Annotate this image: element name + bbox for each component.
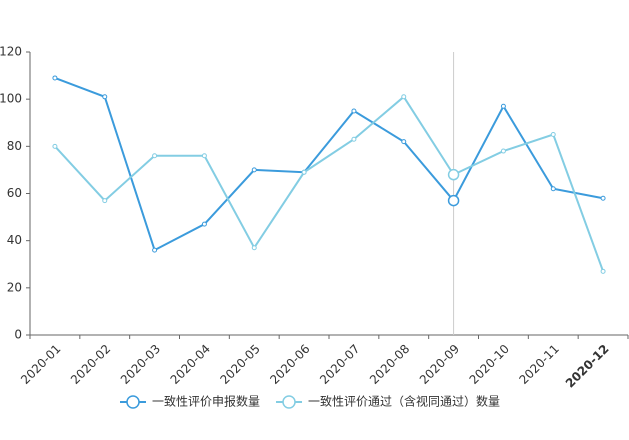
data-point bbox=[600, 268, 606, 274]
legend-item[interactable]: 一致性评价申报数量 bbox=[120, 394, 260, 409]
data-point bbox=[102, 198, 108, 204]
x-tick-label: 2020-11 bbox=[516, 342, 561, 387]
y-tick-label: 80 bbox=[7, 139, 22, 153]
x-tick-label: 2020-09 bbox=[417, 342, 462, 387]
data-point bbox=[351, 136, 357, 142]
legend-item[interactable]: 一致性评价通过（含视同通过）数量 bbox=[276, 394, 500, 409]
y-tick-label: 40 bbox=[7, 233, 22, 247]
y-tick-label: 60 bbox=[7, 186, 22, 200]
legend-marker bbox=[282, 395, 296, 409]
data-point bbox=[152, 247, 158, 253]
data-point bbox=[251, 167, 257, 173]
data-point bbox=[550, 132, 556, 138]
x-tick-label: 2020-02 bbox=[68, 342, 113, 387]
data-point bbox=[301, 169, 307, 175]
x-tick-label: 2020-03 bbox=[118, 342, 163, 387]
y-tick-label: 20 bbox=[7, 280, 22, 294]
data-point bbox=[152, 153, 158, 159]
x-tick-label: 2020-04 bbox=[168, 342, 213, 387]
x-tick-label: 2020-12 bbox=[563, 342, 612, 391]
data-point bbox=[500, 148, 506, 154]
legend-label: 一致性评价申报数量 bbox=[152, 394, 260, 409]
data-point bbox=[550, 186, 556, 192]
y-tick-label: 100 bbox=[0, 92, 22, 106]
x-tick-label: 2020-07 bbox=[317, 342, 362, 387]
legend-label: 一致性评价通过（含视同通过）数量 bbox=[308, 394, 500, 409]
y-tick-label: 120 bbox=[0, 45, 22, 59]
data-point bbox=[500, 103, 506, 109]
data-point bbox=[201, 153, 207, 159]
data-point bbox=[201, 221, 207, 227]
data-point bbox=[102, 94, 108, 100]
data-point bbox=[401, 139, 407, 145]
x-tick-label: 2020-06 bbox=[267, 342, 312, 387]
series-line bbox=[54, 77, 604, 252]
x-tick-label: 2020-10 bbox=[467, 342, 512, 387]
x-tick-label: 2020-01 bbox=[18, 342, 63, 387]
data-point bbox=[351, 108, 357, 114]
y-tick-label: 0 bbox=[14, 328, 22, 342]
x-tick-label: 2020-05 bbox=[217, 342, 262, 387]
data-point bbox=[251, 245, 257, 251]
legend: 一致性评价申报数量 一致性评价通过（含视同通过）数量 bbox=[120, 394, 500, 409]
x-tick-label: 2020-08 bbox=[367, 342, 412, 387]
legend-marker bbox=[126, 395, 140, 409]
data-point bbox=[447, 168, 460, 181]
data-point bbox=[52, 75, 58, 81]
data-point bbox=[401, 94, 407, 100]
series-line bbox=[54, 95, 605, 272]
data-point bbox=[600, 195, 606, 201]
data-point bbox=[447, 194, 460, 207]
data-point bbox=[52, 143, 58, 149]
